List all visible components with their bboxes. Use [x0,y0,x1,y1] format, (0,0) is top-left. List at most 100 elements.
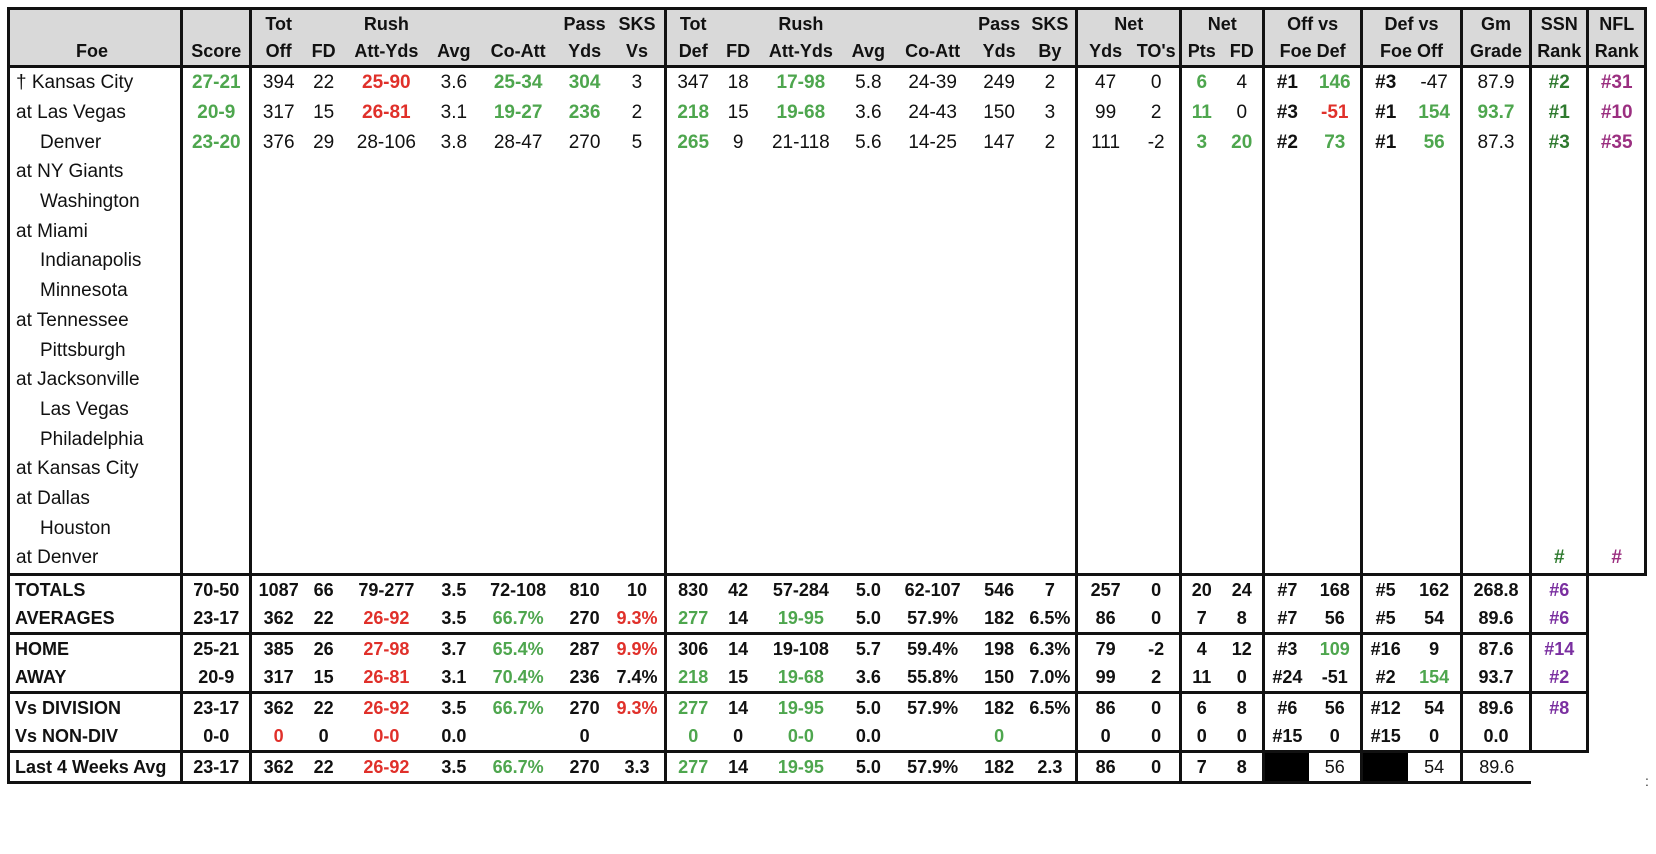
game-dfd [720,395,757,425]
game-dco-att [892,365,974,395]
game-tot-off [249,275,306,306]
summary-sks-vs: 7.4% [610,662,666,694]
game-davg: 5.8 [855,72,882,94]
summary-empty-cell [1531,751,1588,782]
game-dfd [720,365,757,395]
summary-ssn [1529,721,1590,753]
game-dpass-yds [974,365,1025,395]
game-davg [845,306,892,336]
summary-tot-off: 0 [249,721,306,753]
summary-net-fd: 0 [1221,721,1264,753]
game-net-yds [1075,186,1133,217]
game-off-rank [1262,335,1310,365]
summary-net-fd: 8 [1221,749,1264,784]
hdr-net2-top: Net [1179,7,1264,37]
game-net-pts [1179,513,1222,543]
game-score [180,543,251,576]
hdr-avg: Avg [430,37,478,68]
summary-rush: 26-92 [342,749,431,784]
game-nfl [1586,186,1647,217]
game-nfl: #35 [1586,127,1647,158]
hdr-dcoatt: Co-Att [891,37,974,68]
game-net-pts [1179,186,1222,217]
game-dpass-yds [974,246,1025,276]
summary-net-pts: 11 [1179,662,1222,694]
game-rush [342,187,430,217]
hdr-foe-top [6,7,182,37]
game-dco-att [892,187,974,217]
game-nfl [1586,335,1647,365]
game-fd [305,395,342,425]
game-tot-def: 218 [663,97,720,128]
summary-drush: 19-108 [756,631,845,663]
summary-dpass-yds: 0 [973,721,1025,753]
game-sks-vs [610,395,665,425]
game-off-rank [1262,186,1310,217]
game-pass-yds [559,365,610,395]
summary-grade: 89.6 [1459,603,1531,635]
hdr-foe-off: Foe Off [1360,37,1462,68]
game-drush [757,513,845,543]
summary-net-fd: 0 [1221,662,1264,694]
summary-sks-vs: 9.9% [610,631,666,663]
game-off-val [1309,543,1362,576]
summary-dpass-yds: 198 [973,631,1025,663]
summary-off-rank: #7 [1262,572,1310,604]
summary-off-val: 56 [1309,690,1362,722]
game-fd [305,216,342,246]
game-sks-by [1025,187,1077,217]
hdr-net-pts: Pts [1179,37,1222,68]
game-net-pts [1179,453,1222,484]
hdr-nfl-top: NFL [1586,7,1647,37]
game-row: Indianapolis [6,246,1647,276]
hdr-net-top: Net [1075,7,1181,37]
game-row: at Dallas [6,483,1647,514]
game-ssn [1529,246,1588,276]
game-tot-off: 376 [249,127,306,158]
game-net-pts [1179,335,1222,365]
summary-net-pts: 20 [1179,572,1222,604]
game-ssn [1529,513,1588,543]
game-davg [845,513,892,543]
summary-pass-yds: 270 [559,690,611,722]
summary-davg: 5.0 [844,603,892,635]
game-def-val [1408,216,1461,246]
game-dpass-yds [974,513,1025,543]
game-net-to: 2 [1150,102,1162,124]
summary-grade: 89.6 [1459,690,1531,722]
game-sks-by [1025,157,1077,187]
game-drush [756,543,845,576]
game-def-val [1408,246,1461,276]
game-net-to: 0 [1150,72,1162,94]
game-rush [342,454,430,484]
summary-rush: 27-98 [342,631,431,663]
summary-sks-by: 2.3 [1024,749,1077,784]
game-tot-def [663,335,720,365]
game-net-yds [1075,275,1133,306]
game-net-pts [1179,246,1222,276]
game-sks-vs [610,424,665,454]
hdr-gm-top: Gm [1459,7,1531,37]
game-davg [845,335,892,365]
game-def-val [1408,513,1461,543]
summary-row-nondiv: Vs NON-DIV 0-0 0 0 0-0 0.0 0 0 0 0-0 0.0 0 0 0 0 0 #15 0 #… [6,721,1646,753]
game-pass-yds [559,157,610,187]
game-dco-att: 24-43 [908,102,957,124]
summary-dfd: 42 [719,572,757,604]
game-net-to [1133,246,1181,276]
game-drush [757,335,845,365]
summary-co-att [477,721,560,753]
summary-nfl-empty [1588,574,1646,604]
game-row: Washington [6,186,1647,217]
game-pass-yds [559,484,610,514]
game-off-rank [1262,246,1310,276]
summary-rush: 26-92 [342,690,431,722]
summary-dco-att: 57.9% [891,603,974,635]
game-tot-def: 347 [663,66,720,98]
header-row-2: Foe Score Off FD Att-Yds Avg Co-Att Yds … [6,37,1647,68]
game-davg: 3.6 [855,102,882,124]
summary-net-yds: 86 [1075,690,1133,722]
game-foe: at Miami [6,216,182,247]
summary-net-yds: 79 [1075,631,1133,663]
game-off-rank: #3 [1262,97,1310,128]
